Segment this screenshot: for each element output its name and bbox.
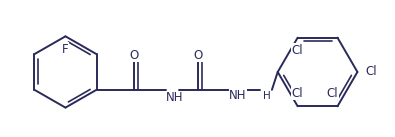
Text: NH: NH — [229, 89, 247, 102]
Text: F: F — [62, 43, 69, 56]
Text: H: H — [263, 91, 271, 101]
Text: Cl: Cl — [366, 65, 377, 79]
Text: Cl: Cl — [327, 87, 339, 100]
Text: Cl: Cl — [292, 87, 303, 100]
Text: O: O — [130, 49, 139, 62]
Text: NH: NH — [166, 91, 183, 104]
Text: Cl: Cl — [292, 44, 303, 57]
Text: O: O — [194, 49, 203, 62]
